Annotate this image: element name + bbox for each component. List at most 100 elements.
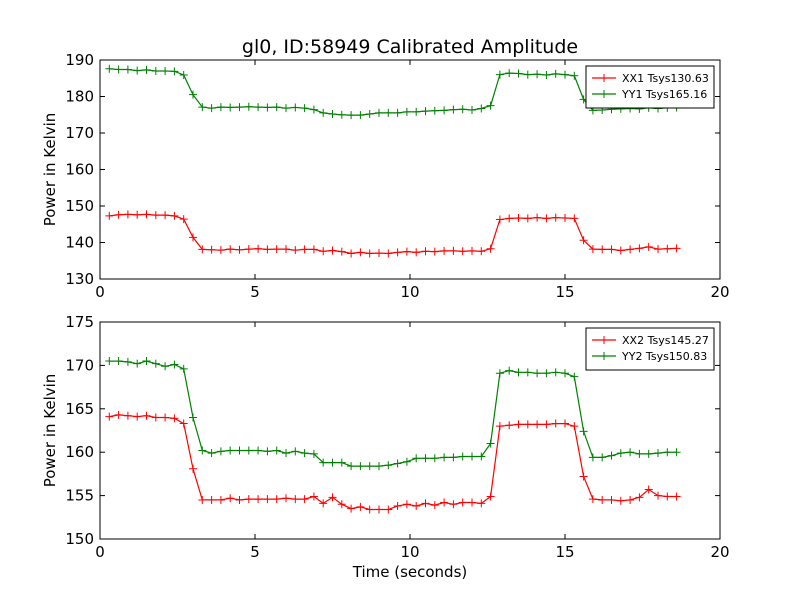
data-point	[412, 107, 421, 116]
data-point	[412, 502, 421, 511]
data-point	[449, 246, 458, 255]
data-point	[598, 495, 607, 504]
data-point	[328, 493, 337, 502]
data-point	[328, 246, 337, 255]
data-point	[402, 247, 411, 256]
data-point	[170, 67, 179, 76]
data-point	[542, 420, 551, 429]
data-point	[505, 421, 514, 430]
legend-label: YY2 Tsys150.83	[621, 350, 707, 363]
data-point	[421, 107, 430, 116]
data-point	[616, 496, 625, 505]
data-point	[263, 245, 272, 254]
data-point	[365, 249, 374, 258]
data-point	[133, 210, 142, 219]
data-point	[216, 495, 225, 504]
data-point	[523, 70, 532, 79]
data-point	[551, 69, 560, 78]
data-point	[207, 245, 216, 254]
series-yy2	[105, 357, 681, 471]
data-point	[430, 247, 439, 256]
series-xx1	[105, 210, 681, 258]
data-point	[300, 449, 309, 458]
data-point	[328, 458, 337, 467]
data-point	[551, 368, 560, 377]
data-point	[216, 246, 225, 255]
y-tick-label: 160	[65, 443, 94, 461]
data-point	[151, 66, 160, 75]
y-tick-label: 150	[65, 197, 94, 215]
data-point	[198, 446, 207, 455]
data-point	[272, 103, 281, 112]
data-point	[477, 247, 486, 256]
data-point	[189, 233, 197, 242]
data-point	[347, 462, 356, 471]
legend-label: XX2 Tsys145.27	[622, 334, 709, 347]
data-point	[291, 447, 300, 456]
data-point	[282, 494, 290, 503]
data-point	[421, 247, 430, 256]
data-point	[626, 495, 635, 504]
data-point	[161, 211, 170, 220]
data-point	[254, 244, 263, 253]
data-point	[654, 449, 662, 458]
data-point	[170, 414, 179, 423]
data-point	[337, 110, 346, 119]
data-point	[365, 110, 374, 119]
data-point	[319, 458, 328, 467]
data-point	[263, 103, 272, 112]
data-point	[663, 448, 672, 457]
data-point	[114, 65, 123, 74]
data-point	[347, 111, 356, 120]
y-tick-label: 180	[65, 88, 94, 106]
data-point	[533, 213, 542, 222]
data-point	[607, 451, 616, 460]
legend: XX2 Tsys145.27 YY2 Tsys150.83	[585, 327, 715, 371]
data-point	[561, 369, 569, 378]
data-point	[263, 495, 272, 504]
data-point	[514, 368, 523, 377]
data-point	[579, 427, 588, 436]
data-point	[542, 214, 551, 223]
data-point	[533, 369, 542, 378]
data-point	[393, 248, 402, 257]
data-point	[300, 104, 309, 113]
data-point	[300, 245, 309, 254]
data-point	[393, 108, 402, 117]
data-point	[616, 449, 625, 458]
data-point	[449, 105, 458, 114]
y-axis-label: Power in Kelvin	[41, 113, 59, 227]
data-point	[384, 461, 393, 470]
bottom-plot: 0 5 10 15 20 150 155 160 165 170 175 Power in Kelvi…	[41, 313, 730, 581]
data-point	[561, 70, 569, 79]
data-point	[495, 215, 504, 224]
data-point	[421, 454, 430, 463]
data-point	[235, 103, 244, 112]
x-tick-label: 10	[400, 283, 419, 301]
x-tick-label: 0	[95, 543, 105, 561]
data-point	[244, 446, 253, 455]
data-point	[291, 103, 300, 112]
data-point	[468, 246, 476, 255]
data-point	[254, 495, 263, 504]
legend-box	[585, 327, 715, 371]
data-point	[291, 246, 300, 255]
data-point	[421, 499, 430, 508]
data-point	[523, 214, 532, 223]
data-point	[607, 495, 616, 504]
data-point	[151, 413, 160, 422]
chart-title: gl0, ID:58949 Calibrated Amplitude	[242, 36, 578, 58]
data-point	[151, 359, 160, 368]
data-point	[105, 412, 114, 421]
data-point	[235, 495, 244, 504]
data-point	[123, 65, 132, 74]
data-point	[477, 452, 486, 461]
data-point	[282, 104, 290, 113]
data-point	[365, 462, 374, 471]
data-point	[328, 110, 337, 119]
legend-marker	[600, 74, 608, 82]
data-point	[477, 104, 486, 113]
data-point	[356, 502, 365, 511]
data-point	[189, 413, 197, 422]
data-point	[207, 104, 216, 113]
